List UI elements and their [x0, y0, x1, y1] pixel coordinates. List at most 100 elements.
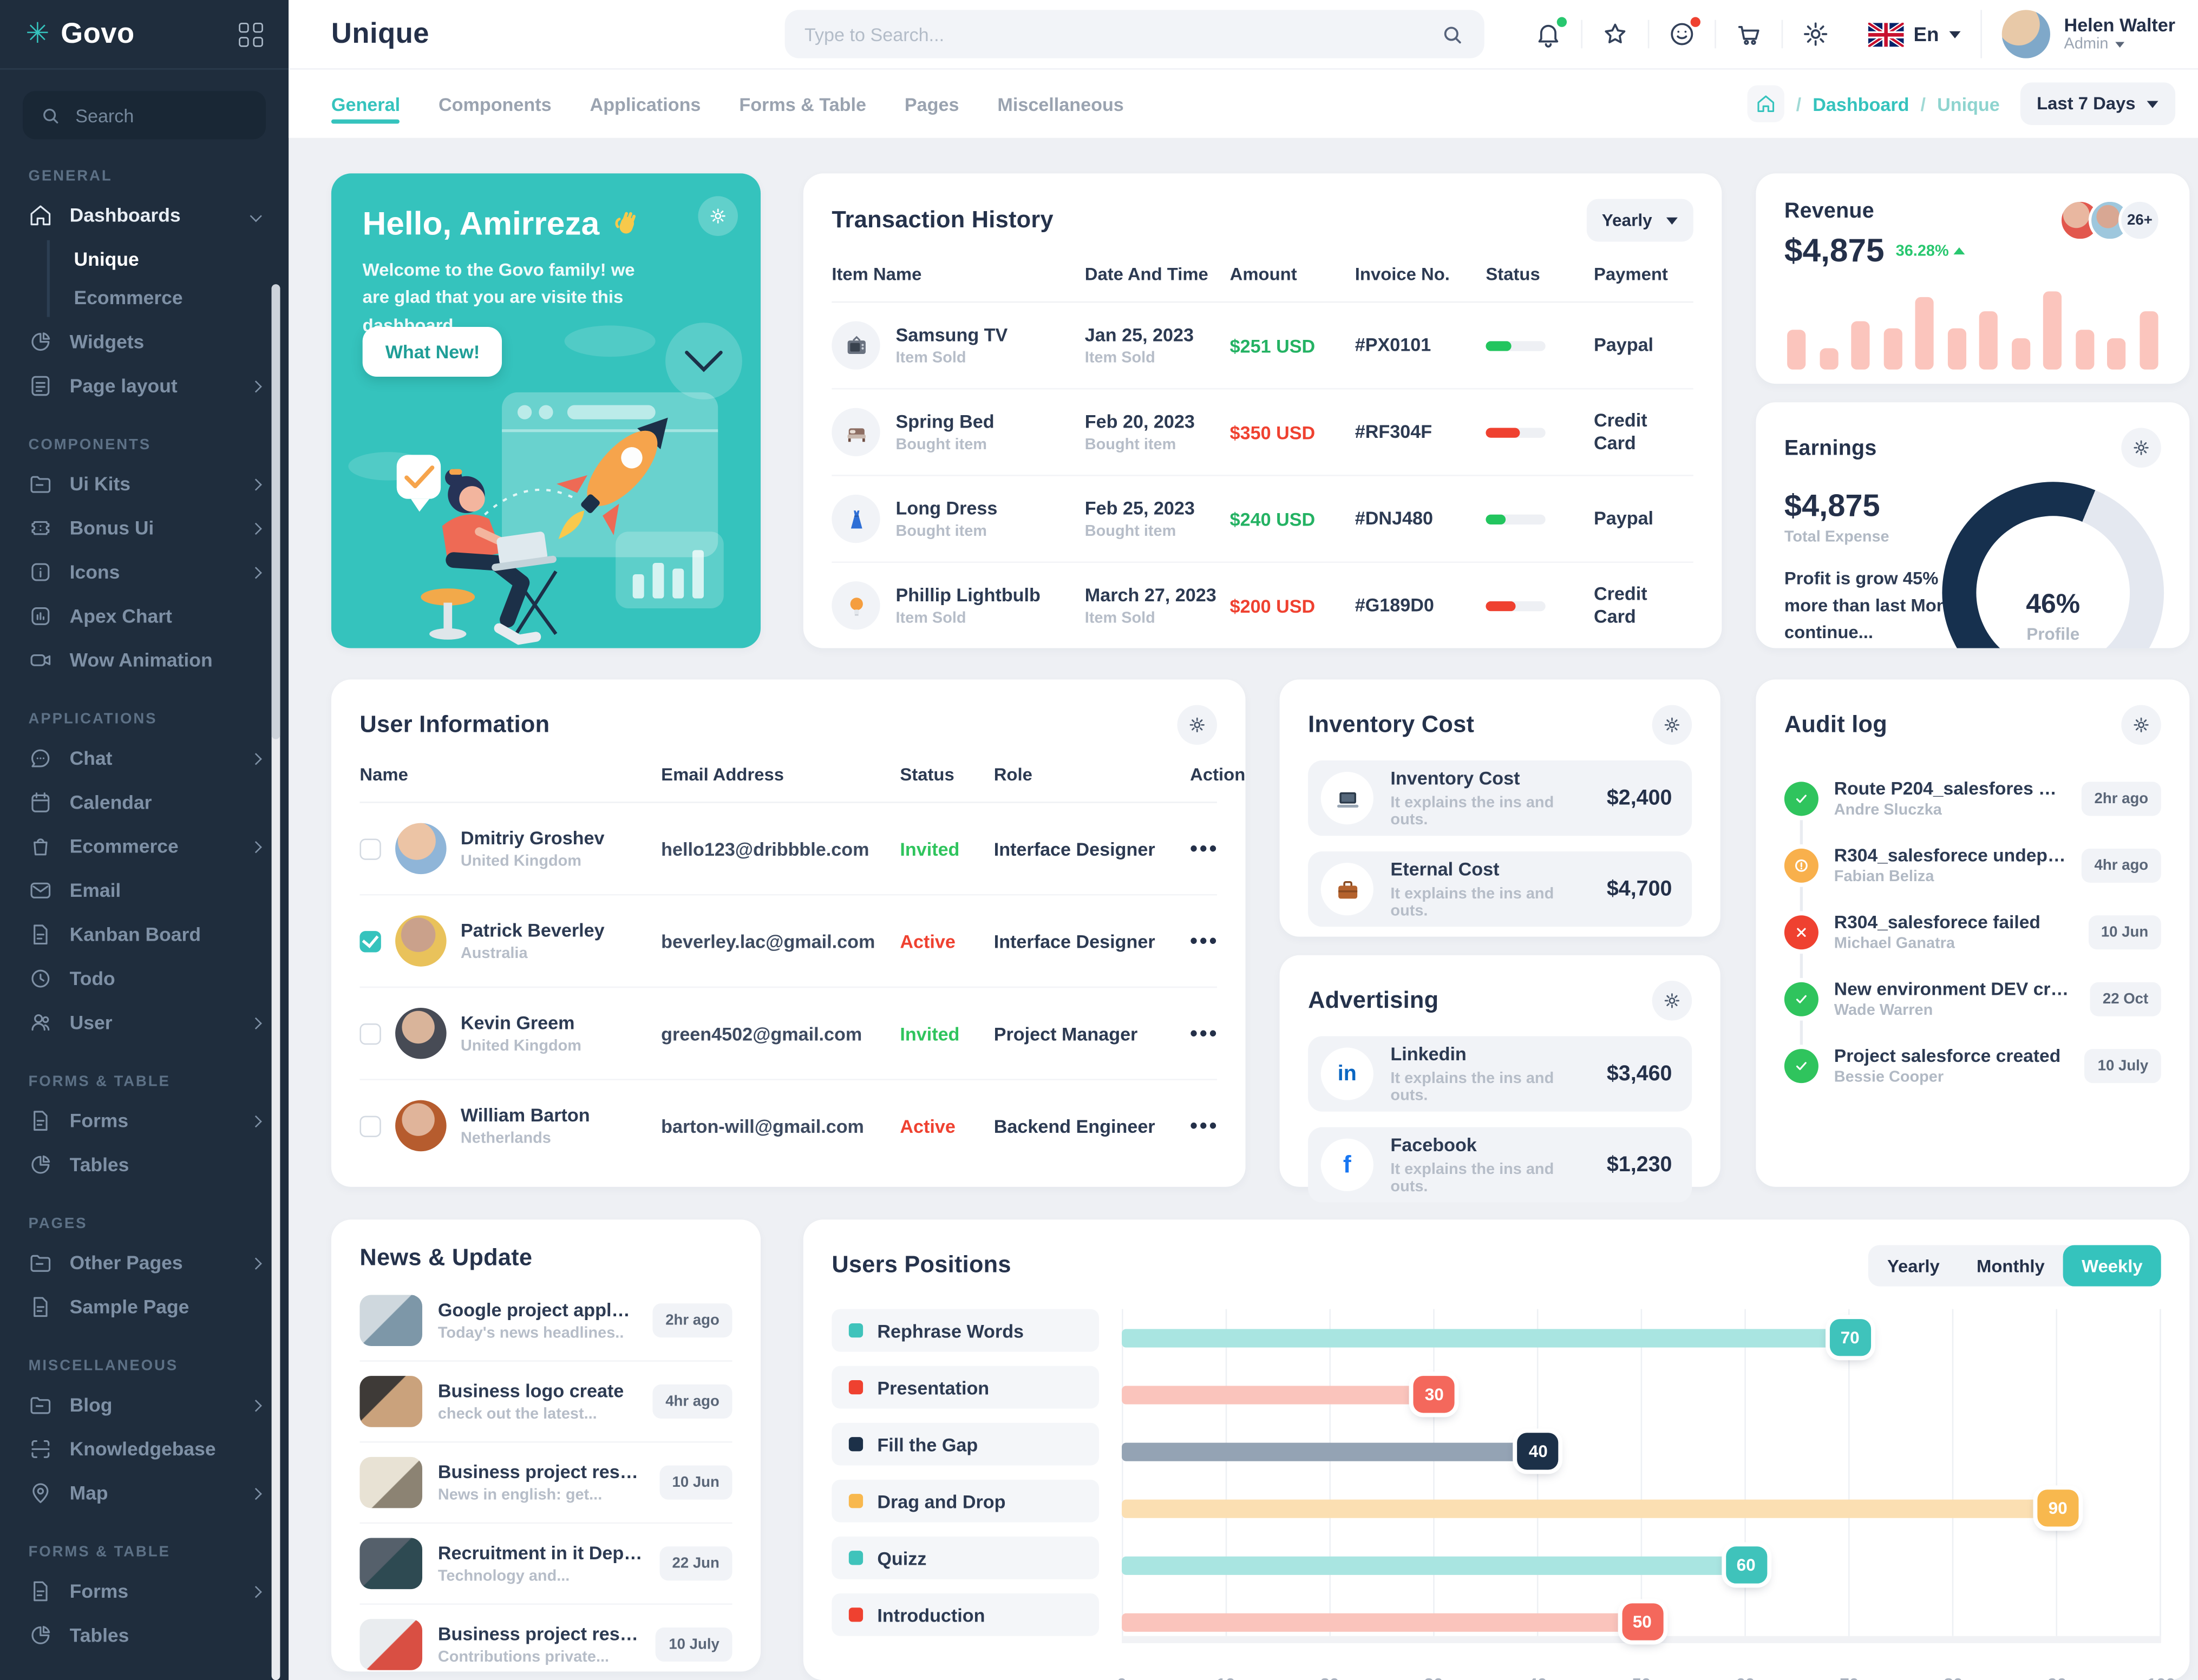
invoice: #DNJ480 — [1355, 508, 1434, 529]
row-checkbox[interactable] — [359, 1022, 381, 1044]
settings-gear-icon[interactable] — [1781, 19, 1848, 49]
email: beverley.lac@gmail.com — [661, 930, 875, 952]
legend-item[interactable]: Introduction — [832, 1593, 1100, 1636]
legend-item[interactable]: Presentation — [832, 1366, 1100, 1409]
sidebar-item-icons[interactable]: Icons — [0, 550, 289, 594]
row-actions-button[interactable]: ••• — [1190, 836, 1219, 861]
sidebar-item-knowledgebase[interactable]: Knowledgebase — [0, 1427, 289, 1471]
sidebar-item-ecommerce[interactable]: Ecommerce — [0, 824, 289, 868]
cart-icon[interactable] — [1714, 19, 1781, 49]
breadcrumb-dashboard[interactable]: Dashboard — [1813, 93, 1909, 115]
sidebar-item-chat[interactable]: Chat — [0, 736, 289, 780]
search-icon — [43, 108, 58, 123]
card-settings-gear-icon[interactable] — [1652, 981, 1692, 1021]
sidebar-search-input[interactable]: Search — [23, 91, 266, 140]
waving-hand-icon — [614, 211, 635, 233]
row-checkbox[interactable] — [359, 1115, 381, 1137]
sidebar-toggle-icon[interactable] — [239, 22, 263, 47]
payment: Paypal — [1593, 334, 1654, 356]
global-search-input[interactable]: Type to Search... — [784, 10, 1484, 58]
legend-item[interactable]: Drag and Drop — [832, 1479, 1100, 1522]
sidebar-item-forms-2[interactable]: Forms — [0, 1569, 289, 1613]
document-icon — [34, 1111, 48, 1131]
legend-item[interactable]: Quizz — [832, 1536, 1100, 1579]
section-general: GENERAL — [28, 167, 113, 185]
info-square-icon — [31, 563, 50, 581]
sidebar-item-page-layout[interactable]: Page layout — [0, 364, 289, 408]
sidebar-item-tables-2[interactable]: Tables — [0, 1613, 289, 1657]
news-thumbnail — [359, 1376, 422, 1427]
card-settings-gear-icon[interactable] — [698, 196, 738, 236]
sidebar-item-map[interactable]: Map — [0, 1471, 289, 1515]
sidebar-item-blog[interactable]: Blog — [0, 1383, 289, 1427]
dress-icon — [832, 494, 880, 543]
sidebar-scrollbar[interactable] — [271, 284, 280, 1680]
sidebar-item-user[interactable]: User — [0, 1001, 289, 1045]
bag-icon — [34, 838, 48, 856]
sidebar-item-email[interactable]: Email — [0, 869, 289, 913]
what-new-button[interactable]: What New! — [362, 327, 503, 377]
breadcrumb-home-icon[interactable] — [1748, 85, 1785, 122]
tab-pages[interactable]: Pages — [904, 93, 959, 115]
period-yearly-button[interactable]: Yearly — [1887, 1256, 1940, 1276]
card-settings-gear-icon[interactable] — [2121, 705, 2161, 745]
legend-item[interactable]: Rephrase Words — [832, 1309, 1100, 1352]
tab-general[interactable]: General — [331, 73, 401, 134]
govo-logo-icon: ✳ — [25, 18, 50, 50]
status-progress — [1486, 514, 1546, 524]
notifications-bell-icon[interactable] — [1515, 17, 1581, 49]
tab-components[interactable]: Components — [438, 93, 552, 115]
period-weekly-button[interactable]: Weekly — [2063, 1245, 2161, 1287]
row-actions-button[interactable]: ••• — [1190, 1113, 1219, 1138]
card-settings-gear-icon[interactable] — [2121, 428, 2161, 468]
card-settings-gear-icon[interactable] — [1652, 705, 1692, 745]
tab-forms-table[interactable]: Forms & Table — [739, 93, 866, 115]
user-menu[interactable]: Helen Walter Admin — [1980, 10, 2175, 58]
card-title: Advertising — [1308, 987, 1439, 1013]
sidebar-item-ui-kits[interactable]: Ui Kits — [0, 462, 289, 506]
avatar — [395, 1100, 447, 1152]
mood-smile-icon[interactable] — [1647, 17, 1714, 49]
sidebar-item-kanban[interactable]: Kanban Board — [0, 913, 289, 956]
sidebar-item-forms[interactable]: Forms — [0, 1099, 289, 1143]
sidebar-item-other-pages[interactable]: Other Pages — [0, 1241, 289, 1285]
language-selector[interactable]: En — [1848, 22, 1980, 47]
row-actions-button[interactable]: ••• — [1190, 1021, 1219, 1046]
legend-item[interactable]: Fill the Gap — [832, 1422, 1100, 1466]
period-select[interactable]: Yearly — [1586, 199, 1693, 242]
user-name: Helen Walter — [2064, 14, 2176, 35]
date-range-button[interactable]: Last 7 Days — [2019, 82, 2176, 126]
avatar — [395, 915, 447, 967]
amount: $1,230 — [1606, 1152, 1672, 1177]
error-x-icon — [1784, 914, 1818, 949]
chevron-right-icon — [250, 1399, 262, 1412]
trend-up-icon — [1953, 247, 1965, 255]
document-icon — [34, 1581, 48, 1602]
sidebar-item-wow-animation[interactable]: Wow Animation — [0, 638, 289, 682]
folder-icon — [30, 1397, 51, 1414]
sidebar-item-todo[interactable]: Todo — [0, 956, 289, 1000]
sidebar-item-ecommerce-dash[interactable]: Ecommerce — [74, 287, 183, 309]
tab-miscellaneous[interactable]: Miscellaneous — [997, 93, 1124, 115]
breadcrumb-separator: / — [1920, 93, 1926, 115]
avatar — [2001, 10, 2050, 58]
card-settings-gear-icon[interactable] — [1177, 705, 1218, 745]
sidebar-item-widgets[interactable]: Widgets — [0, 320, 289, 364]
sidebar-item-dashboards[interactable]: Dashboards — [0, 193, 289, 237]
row-checkbox[interactable] — [359, 838, 381, 859]
sidebar-item-apex-chart[interactable]: Apex Chart — [0, 594, 289, 638]
chevron-down-icon — [250, 209, 262, 222]
status-badge: Invited — [900, 1022, 960, 1044]
tab-applications[interactable]: Applications — [590, 93, 701, 115]
sidebar-item-tables[interactable]: Tables — [0, 1143, 289, 1186]
period-monthly-button[interactable]: Monthly — [1976, 1256, 2045, 1276]
sidebar-item-calendar[interactable]: Calendar — [0, 780, 289, 824]
amount: $240 USD — [1229, 508, 1316, 530]
chevron-right-icon — [250, 379, 262, 392]
sidebar-item-sample-page[interactable]: Sample Page — [0, 1285, 289, 1329]
sidebar-item-unique[interactable]: Unique — [74, 248, 139, 270]
favorites-star-icon[interactable] — [1580, 19, 1647, 49]
sidebar-item-bonus-ui[interactable]: Bonus Ui — [0, 506, 289, 550]
row-checkbox[interactable] — [359, 930, 381, 952]
row-actions-button[interactable]: ••• — [1190, 929, 1219, 953]
